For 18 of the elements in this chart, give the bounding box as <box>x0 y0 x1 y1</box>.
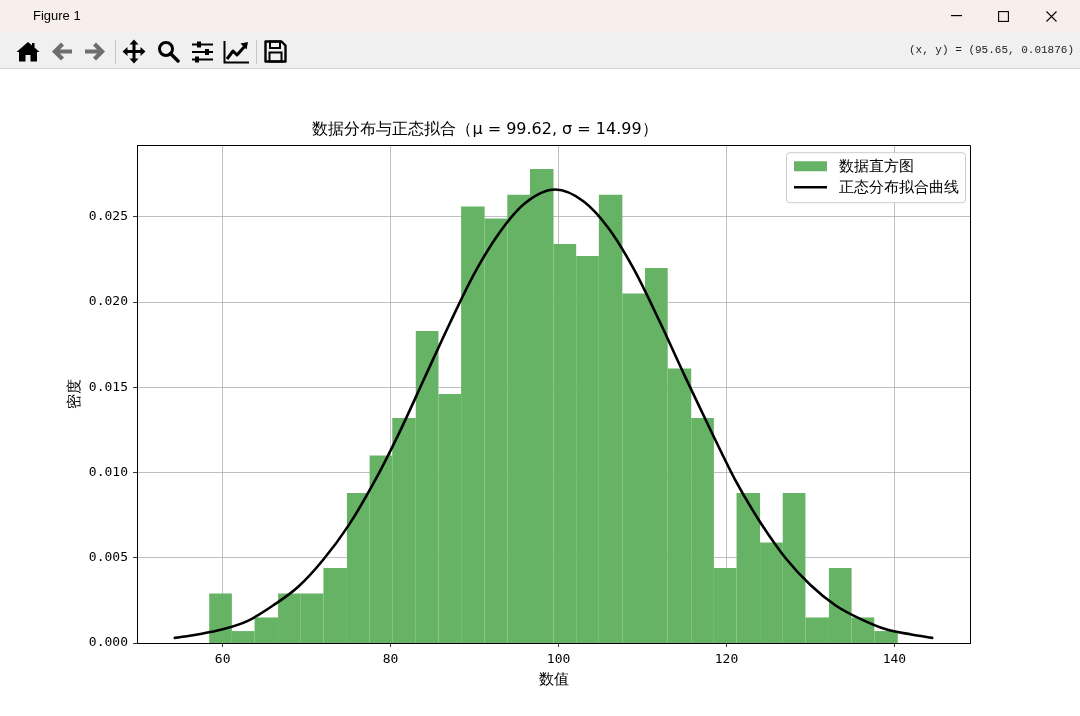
y-tick-label: 0.025 <box>88 208 128 224</box>
x-tick-label: 80 <box>382 651 399 667</box>
y-tick-label: 0.015 <box>88 378 128 394</box>
x-axis-title: 数值 <box>538 669 569 688</box>
legend-label: 数据直方图 <box>839 157 914 176</box>
y-axis-title: 密度 <box>64 379 83 410</box>
x-tick-label: 100 <box>546 651 571 667</box>
chart-title: 数据分布与正态拟合（μ = 99.62, σ = 14.99） <box>312 118 658 138</box>
y-tick-label: 0.005 <box>88 549 128 565</box>
x-tick-label: 60 <box>214 651 231 667</box>
y-tick-label: 0.020 <box>88 293 128 309</box>
y-tick-label: 0.000 <box>88 634 128 650</box>
text: (x, y) = (95.65, 0.01876) <box>908 44 1074 56</box>
x-tick-label: 140 <box>882 651 907 667</box>
y-tick-label: 0.010 <box>88 463 128 479</box>
legend-label: 正态分布拟合曲线 <box>839 178 959 197</box>
caption: Figure 1 <box>33 8 81 23</box>
x-tick-label: 120 <box>714 651 739 667</box>
